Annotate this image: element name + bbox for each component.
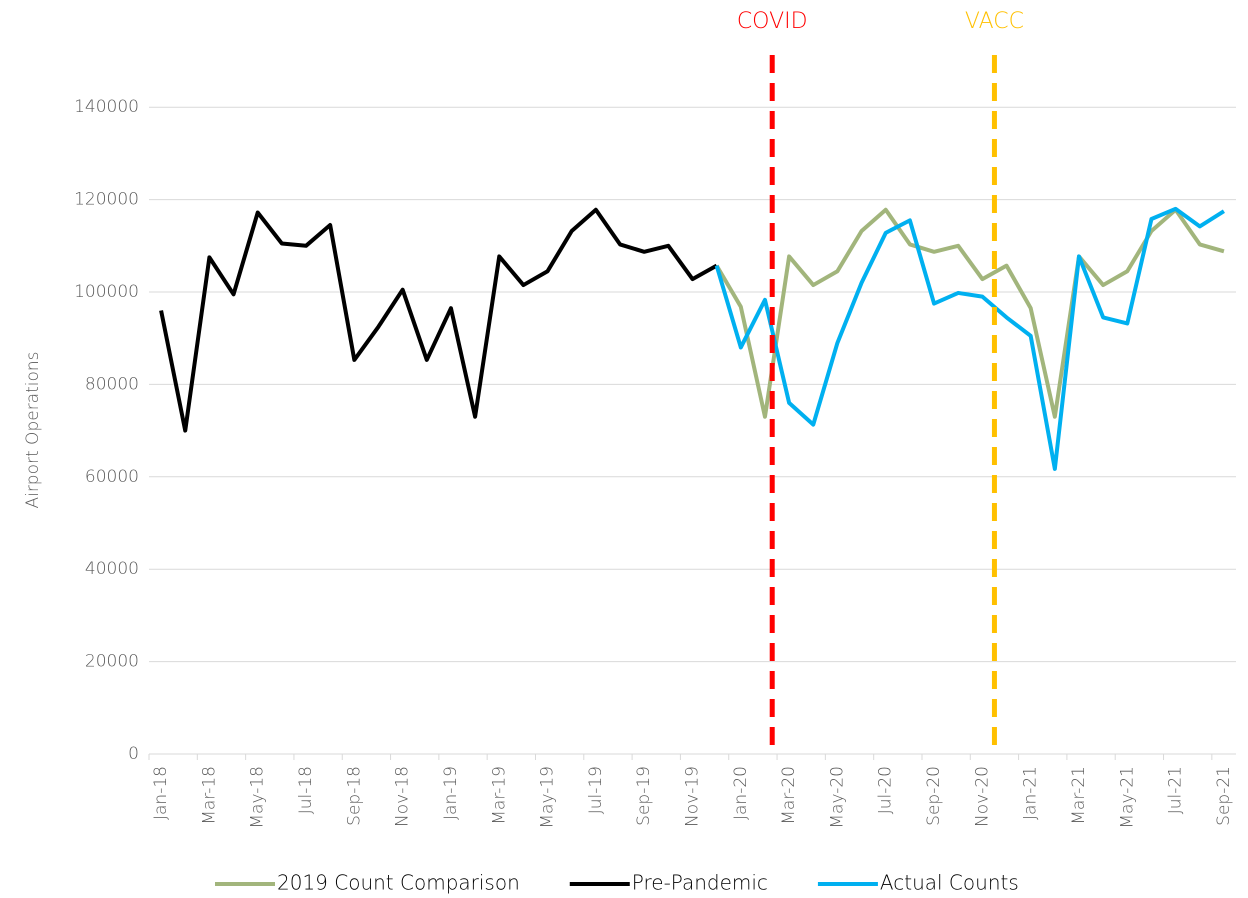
x-tick-label: Jul-21 — [1166, 766, 1186, 814]
y-tick-label: 20000 — [85, 652, 139, 672]
x-tick-label: Nov-20 — [972, 766, 992, 827]
x-tick-label: Jan-20 — [731, 766, 751, 820]
y-tick-label: 140000 — [74, 97, 139, 117]
x-tick-label: Nov-18 — [393, 766, 413, 827]
x-tick-label: Sep-20 — [924, 766, 944, 826]
x-tick-label: Jan-18 — [151, 766, 171, 820]
x-tick-label: Jan-19 — [441, 766, 461, 820]
series-line — [714, 207, 1225, 419]
legend-label: 2019 Count Comparison — [277, 871, 520, 895]
x-tick-label: Nov-19 — [683, 766, 703, 827]
legend-label: Pre-Pandemic — [632, 871, 768, 895]
y-tick-label: 80000 — [85, 374, 139, 394]
x-tick-label: May-21 — [1117, 766, 1137, 829]
y-tick-label: 120000 — [74, 190, 139, 210]
x-tick-label: Sep-19 — [634, 766, 654, 826]
y-tick-label: 100000 — [74, 282, 139, 302]
series-line — [159, 207, 718, 433]
x-tick-label: Sep-21 — [1214, 766, 1234, 826]
x-tick-label: Jul-20 — [876, 766, 896, 814]
legend-label: Actual Counts — [880, 871, 1019, 895]
x-tick-label: May-20 — [827, 766, 847, 829]
y-tick-label: 0 — [128, 744, 139, 764]
y-axis-label: Airport Operations — [23, 351, 43, 508]
x-tick-label: May-19 — [538, 766, 558, 829]
x-tick-label: Jan-21 — [1021, 766, 1041, 820]
x-tick-label: Sep-18 — [344, 766, 364, 826]
x-tick-label: Jul-19 — [586, 766, 606, 814]
x-tick-label: Jul-18 — [296, 766, 316, 814]
x-tick-label: Mar-20 — [779, 766, 799, 825]
x-tick-label: Mar-21 — [1069, 766, 1089, 825]
annotation-label: VACC — [965, 9, 1024, 34]
y-tick-label: 40000 — [85, 559, 139, 579]
annotation-label: COVID — [737, 9, 808, 34]
x-tick-label: Mar-19 — [489, 766, 509, 825]
y-tick-label: 60000 — [85, 467, 139, 487]
series-line — [714, 206, 1225, 471]
x-tick-label: Mar-18 — [199, 766, 219, 825]
x-tick-label: May-18 — [248, 766, 268, 829]
